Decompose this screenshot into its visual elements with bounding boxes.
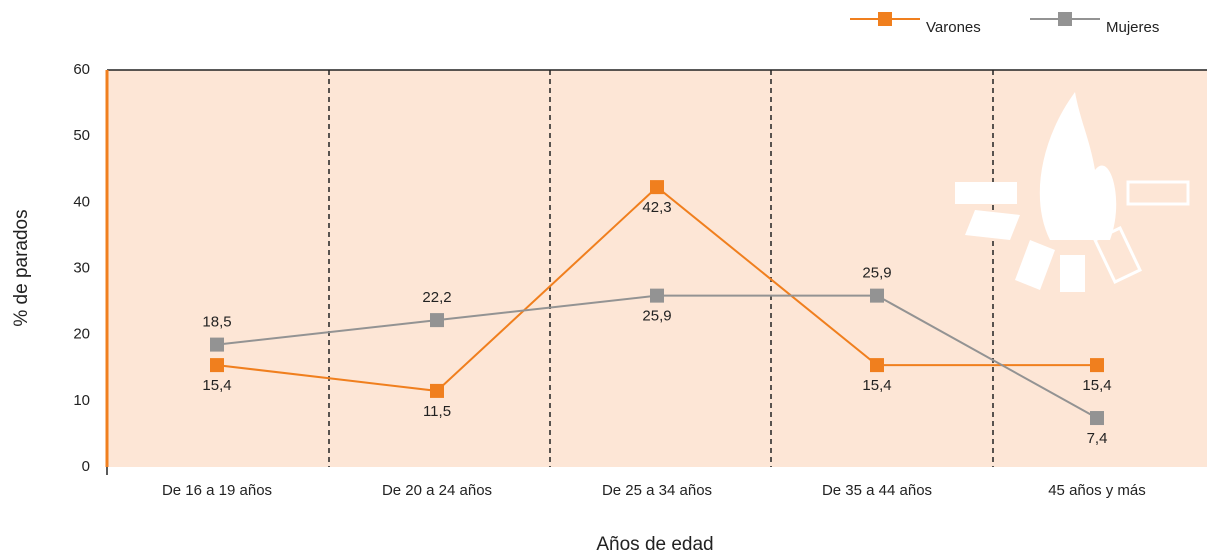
x-tick-label: De 16 a 19 años bbox=[162, 482, 272, 499]
marker bbox=[1090, 358, 1104, 373]
data-label: 15,4 bbox=[1082, 377, 1111, 394]
x-tick-label: De 25 a 34 años bbox=[602, 482, 712, 499]
legend-marker bbox=[878, 12, 892, 26]
y-tick-label: 30 bbox=[73, 259, 90, 276]
data-label: 15,4 bbox=[862, 377, 891, 394]
marker bbox=[870, 358, 884, 373]
x-tick-label: De 35 a 44 años bbox=[822, 482, 932, 499]
data-label: 11,5 bbox=[423, 403, 451, 420]
marker bbox=[430, 383, 444, 398]
marker bbox=[1090, 411, 1104, 426]
marker bbox=[650, 288, 664, 303]
data-label: 7,4 bbox=[1087, 430, 1108, 447]
marker bbox=[870, 288, 884, 303]
flame-logo bbox=[955, 92, 1190, 292]
y-tick-label: 20 bbox=[73, 326, 90, 343]
y-tick-label: 0 bbox=[82, 458, 90, 475]
legend-label: Mujeres bbox=[1106, 19, 1159, 36]
y-tick-label: 40 bbox=[73, 193, 90, 210]
legend-marker bbox=[1058, 12, 1072, 26]
y-tick-label: 10 bbox=[73, 392, 90, 409]
data-label: 22,2 bbox=[422, 289, 451, 306]
x-tick-label: 45 años y más bbox=[1048, 482, 1146, 499]
category-separators bbox=[328, 70, 994, 467]
x-tick-label: De 20 a 24 años bbox=[382, 482, 492, 499]
y-tick-label: 50 bbox=[73, 127, 90, 144]
data-label: 25,9 bbox=[642, 308, 671, 325]
y-axis-title: % de parados bbox=[11, 209, 32, 326]
y-tick-label: 60 bbox=[73, 61, 90, 78]
data-label: 15,4 bbox=[202, 377, 231, 394]
x-axis-title: Años de edad bbox=[596, 534, 713, 554]
marker bbox=[430, 313, 444, 328]
data-label: 42,3 bbox=[642, 199, 671, 216]
data-label: 25,9 bbox=[862, 265, 891, 282]
marker bbox=[650, 180, 664, 195]
legend-label: Varones bbox=[926, 19, 981, 36]
data-label: 18,5 bbox=[202, 314, 231, 331]
marker bbox=[210, 337, 224, 352]
marker bbox=[210, 358, 224, 373]
